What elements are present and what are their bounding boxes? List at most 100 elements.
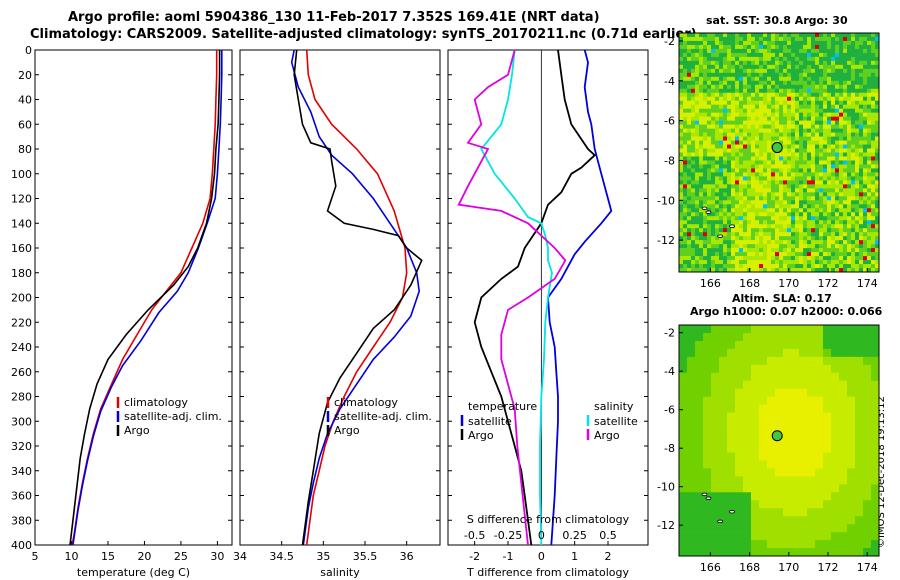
map-cell: [871, 540, 880, 549]
map-cell: [715, 108, 720, 113]
map-cell: [719, 236, 724, 241]
map-cell: [799, 252, 804, 257]
map-cell: [847, 56, 852, 62]
map-cell: [875, 172, 880, 177]
map-cell: [791, 260, 796, 265]
map-cell: [779, 116, 784, 121]
map-cell: [759, 128, 764, 133]
map-cell: [875, 40, 880, 46]
map-cell: [767, 164, 772, 169]
map-cell: [775, 56, 780, 62]
map-cell: [735, 104, 740, 109]
map-cell: [791, 244, 796, 249]
map-cell: [791, 212, 796, 217]
map-cell: [819, 260, 824, 265]
map-cell: [823, 80, 828, 86]
map-cell: [751, 444, 760, 453]
map-cell: [815, 332, 824, 342]
map-cell: [803, 200, 808, 205]
map-cell: [823, 404, 832, 413]
map-cell: [695, 244, 700, 249]
map-cell: [787, 136, 792, 141]
map-cell: [755, 136, 760, 141]
map-cell: [831, 236, 836, 241]
map-cell: [875, 140, 880, 145]
map-cell: [827, 260, 832, 265]
map-cell: [843, 116, 848, 121]
map-cell: [691, 184, 696, 189]
map-cell: [783, 164, 788, 169]
map-cell: [775, 524, 784, 533]
map-cell: [867, 192, 872, 197]
map-cell: [767, 40, 772, 46]
map-cell: [791, 236, 796, 241]
map-cell: [683, 104, 688, 109]
map-cell: [859, 112, 864, 117]
map-cell: [815, 132, 820, 137]
map-cell: [871, 156, 876, 161]
map-cell: [755, 172, 760, 177]
map-cell: [711, 144, 716, 149]
map-cell: [719, 256, 724, 261]
map-cell: [735, 436, 744, 445]
map-cell: [799, 420, 808, 429]
map-cell: [699, 240, 704, 245]
map-cell: [851, 252, 856, 257]
depth-tick-label: 320: [11, 440, 32, 453]
map-cell: [723, 132, 728, 137]
map-cell: [851, 140, 856, 145]
map-cell: [715, 180, 720, 185]
map-cell: [855, 44, 860, 50]
map-cell: [703, 104, 708, 109]
map-cell: [731, 104, 736, 109]
map-cell: [687, 108, 692, 113]
map-cell: [855, 460, 864, 469]
map-cell: [759, 212, 764, 217]
map-cell: [767, 356, 776, 366]
map-cell: [703, 436, 712, 445]
map-cell: [743, 532, 752, 541]
map-cell: [719, 340, 728, 350]
map-cell: [863, 124, 868, 129]
map-cell: [791, 60, 796, 66]
map-cell: [711, 200, 716, 205]
map-cell: [679, 192, 684, 197]
map-cell: [723, 192, 728, 197]
map-cell: [687, 80, 692, 86]
map-cell: [871, 268, 876, 273]
map-cell: [679, 524, 688, 533]
map-cell: [775, 164, 780, 169]
map-cell: [831, 524, 840, 533]
map-cell: [839, 100, 844, 105]
map-cell: [779, 216, 784, 221]
map-cell: [711, 332, 720, 342]
map-cell: [783, 33, 788, 38]
map-cell: [815, 64, 820, 70]
map-cell: [723, 92, 728, 98]
map-cell: [723, 104, 728, 109]
map-cell: [723, 160, 728, 165]
map-cell: [691, 224, 696, 229]
map-cell: [823, 52, 828, 58]
map-cell: [851, 208, 856, 213]
map-cell: [735, 116, 740, 121]
map-cell: [807, 172, 812, 177]
map-cell: [855, 208, 860, 213]
map-cell: [699, 52, 704, 58]
map-cell: [691, 124, 696, 129]
map-cell: [679, 108, 684, 113]
map-cell: [791, 325, 800, 334]
map-cell: [863, 396, 872, 405]
map-cell: [827, 68, 832, 74]
map-cell: [751, 120, 756, 125]
map-cell: [839, 524, 848, 533]
map-cell: [679, 160, 684, 165]
map-cell: [819, 192, 824, 197]
map-cell: [871, 160, 876, 165]
map-cell: [699, 208, 704, 213]
map-cell: [727, 420, 736, 429]
map-cell: [723, 220, 728, 225]
map-cell: [851, 48, 856, 54]
map-cell: [863, 48, 868, 54]
